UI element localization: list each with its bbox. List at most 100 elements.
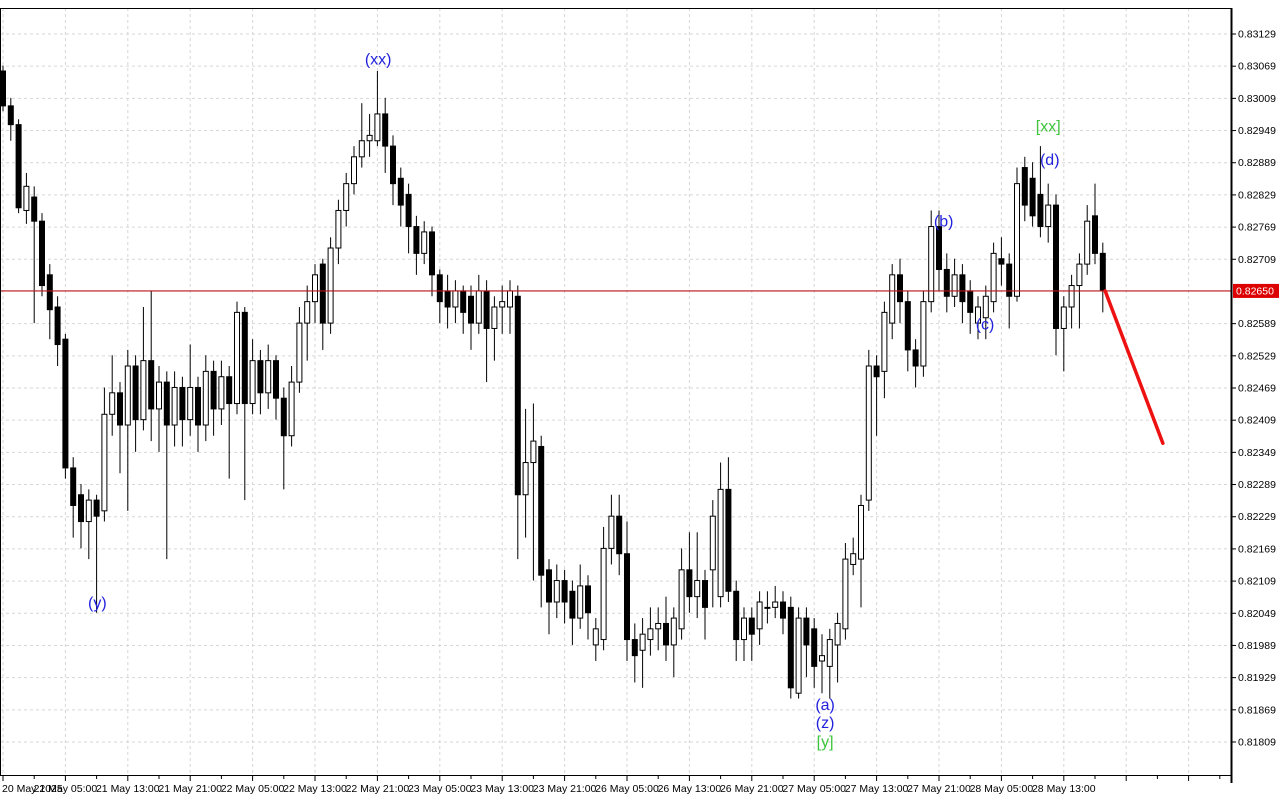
candle (218, 360, 225, 426)
candle-body (1006, 263, 1013, 297)
candle-body (202, 370, 209, 426)
candle (273, 355, 279, 420)
candle (304, 285, 311, 361)
wave-label-(a)[interactable]: (a) (815, 697, 835, 714)
candle (366, 113, 373, 157)
candle-body (171, 386, 178, 426)
candle-body (561, 580, 568, 603)
wave-label-(y)[interactable]: (y) (88, 595, 107, 612)
candle (405, 183, 412, 254)
wave-label-[y][interactable]: [y] (817, 734, 834, 751)
wave-label-(c)[interactable]: (c) (976, 317, 995, 334)
candle (998, 237, 1005, 286)
candle-body (382, 113, 389, 147)
candle (936, 210, 942, 291)
candle-body (179, 386, 186, 421)
candle-body (452, 290, 459, 308)
x-tick-label: 23 May 21:00 (533, 783, 597, 795)
candle-body (374, 113, 381, 142)
y-tick-label: 0.82949 (1238, 125, 1276, 137)
candles-layer (0, 65, 1106, 699)
candle (639, 618, 646, 688)
candle (748, 607, 755, 662)
y-tick-label: 0.82589 (1238, 318, 1276, 330)
candle-body (460, 290, 467, 313)
candle (795, 607, 802, 699)
candle (319, 258, 326, 350)
candle (834, 612, 841, 683)
candle-body (273, 360, 279, 399)
candle-body (62, 338, 69, 469)
candle (975, 296, 981, 340)
candle-body (897, 274, 903, 303)
candle-body (865, 365, 872, 501)
candle-body (23, 185, 30, 211)
candle (569, 580, 576, 645)
candle-body (163, 381, 170, 426)
candle-body (397, 177, 404, 206)
candle-body (1014, 183, 1020, 297)
wave-label-(xx)[interactable]: (xx) (365, 52, 392, 69)
y-tick-label: 0.82889 (1238, 157, 1276, 169)
candle-body (585, 585, 591, 614)
y-tick-label: 0.81989 (1238, 640, 1276, 652)
candle (413, 215, 420, 275)
candle-body (1060, 306, 1067, 329)
candle (234, 301, 240, 415)
x-tick-label: 22 May 21:00 (346, 783, 410, 795)
candle-body (577, 585, 584, 619)
candle-body (358, 140, 365, 158)
wave-label-(b)[interactable]: (b) (934, 214, 954, 231)
candle (7, 97, 14, 141)
candle-body (748, 617, 755, 635)
candle-body (702, 580, 708, 608)
x-tick-label: 26 May 05:00 (595, 783, 659, 795)
candle (803, 607, 810, 678)
candle-body (491, 306, 498, 329)
candle (132, 355, 139, 452)
candle (93, 494, 100, 613)
candle (101, 387, 108, 522)
y-tick-label: 0.82529 (1238, 350, 1276, 362)
candle (335, 199, 342, 265)
candle (31, 186, 38, 324)
wave-label-(d)[interactable]: (d) (1040, 152, 1060, 169)
candle (826, 628, 833, 699)
candle-body (280, 397, 287, 437)
candle (522, 408, 529, 538)
candle (741, 607, 747, 662)
candle (585, 575, 591, 640)
candle (811, 618, 818, 688)
y-tick-label: 0.82349 (1238, 447, 1276, 459)
candle-body (436, 274, 443, 303)
candle-body (1099, 252, 1106, 292)
candle-body (351, 156, 357, 185)
candle-body (733, 590, 740, 641)
candle (959, 264, 966, 324)
candle (1029, 162, 1036, 227)
candle (967, 280, 974, 334)
candle (943, 253, 950, 313)
candle (561, 569, 568, 624)
candle-body (811, 628, 818, 667)
candle (468, 285, 474, 350)
candle-body (101, 413, 108, 512)
candle-body (655, 622, 662, 630)
candle (163, 371, 170, 560)
wave-label-[xx][interactable]: [xx] (1036, 118, 1061, 135)
candle-body (631, 639, 638, 657)
candle-body (1076, 263, 1083, 287)
candle (491, 296, 498, 361)
candle-body (756, 601, 763, 630)
wave-label-(z)[interactable]: (z) (816, 715, 835, 732)
candle-body (265, 360, 272, 394)
candle-body (483, 290, 490, 329)
trend-line[interactable] (1103, 289, 1165, 445)
candle (780, 591, 786, 635)
candle-body (1037, 193, 1044, 228)
candle (312, 264, 318, 324)
candle (374, 71, 381, 147)
candle-body (70, 467, 77, 506)
candle (819, 634, 825, 694)
